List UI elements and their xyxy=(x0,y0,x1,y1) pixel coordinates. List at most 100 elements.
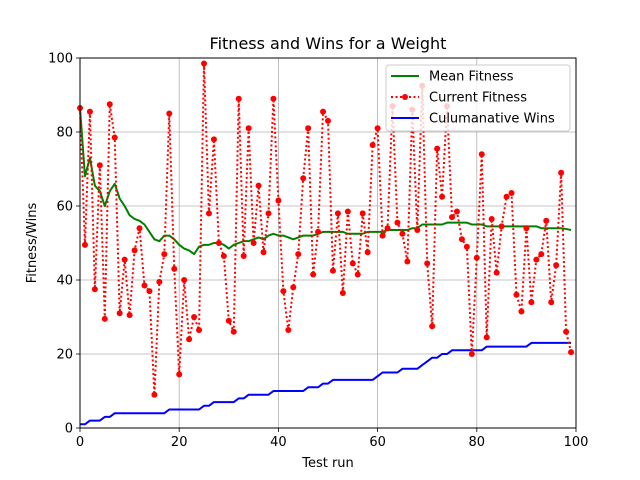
data-point-current-fitness xyxy=(86,108,93,115)
data-point-current-fitness xyxy=(374,125,381,132)
y-tick-label: 60 xyxy=(56,200,73,215)
data-point-current-fitness xyxy=(191,314,198,320)
legend-marker-current-fitness xyxy=(402,94,408,100)
data-point-current-fitness xyxy=(558,169,565,176)
data-point-current-fitness xyxy=(453,208,460,215)
legend: Mean Fitness Current Fitness Culumanative … xyxy=(385,64,571,132)
x-tick-label: 60 xyxy=(369,435,386,450)
data-point-current-fitness xyxy=(458,236,465,243)
y-tick-label: 20 xyxy=(56,348,73,363)
data-point-current-fitness xyxy=(518,308,525,315)
data-point-current-fitness xyxy=(429,323,436,330)
data-point-current-fitness xyxy=(568,349,575,356)
legend-label-current-fitness: Current Fitness xyxy=(429,91,527,106)
data-point-current-fitness xyxy=(394,219,401,226)
data-point-current-fitness xyxy=(101,315,108,322)
data-point-current-fitness xyxy=(240,252,247,259)
data-point-current-fitness xyxy=(111,134,118,141)
data-point-current-fitness xyxy=(265,210,272,217)
data-point-current-fitness xyxy=(250,240,257,246)
data-point-current-fitness xyxy=(245,125,252,132)
y-tick-label: 40 xyxy=(56,274,73,289)
data-point-current-fitness xyxy=(434,145,441,152)
data-point-current-fitness xyxy=(439,193,446,200)
data-point-current-fitness xyxy=(553,262,560,269)
data-point-current-fitness xyxy=(270,95,277,102)
data-point-current-fitness xyxy=(300,175,307,182)
data-point-current-fitness xyxy=(344,208,351,215)
data-point-current-fitness xyxy=(384,225,391,232)
data-point-current-fitness xyxy=(320,108,327,115)
data-point-current-fitness xyxy=(548,299,555,306)
chart-title: Fitness and Wins for a Weight xyxy=(210,34,447,53)
data-point-current-fitness xyxy=(166,110,173,117)
data-point-current-fitness xyxy=(478,151,485,158)
data-point-current-fitness xyxy=(201,60,207,67)
data-point-current-fitness xyxy=(310,271,317,278)
y-axis-label: Fitness/Wins xyxy=(25,202,40,283)
y-tick-label: 80 xyxy=(56,126,73,141)
data-point-current-fitness xyxy=(176,371,183,378)
legend-label-mean-fitness: Mean Fitness xyxy=(429,70,514,85)
data-point-current-fitness xyxy=(205,210,212,217)
x-axis-label: Test run xyxy=(301,456,354,471)
data-point-current-fitness xyxy=(181,277,188,283)
data-point-current-fitness xyxy=(171,265,178,272)
data-point-current-fitness xyxy=(136,225,143,232)
data-point-current-fitness xyxy=(151,391,158,398)
data-point-current-fitness xyxy=(538,251,545,258)
data-point-current-fitness xyxy=(230,328,237,335)
data-point-current-fitness xyxy=(146,288,153,295)
data-point-current-fitness xyxy=(424,260,431,267)
data-point-current-fitness xyxy=(339,289,346,296)
data-point-current-fitness xyxy=(359,210,366,217)
series-line-culumanative-wins xyxy=(80,341,572,426)
x-tick-label: 80 xyxy=(469,435,486,450)
data-point-current-fitness xyxy=(290,284,297,291)
data-point-current-fitness xyxy=(414,227,421,234)
x-tick-label: 20 xyxy=(171,435,188,450)
y-tick-label: 100 xyxy=(48,52,73,67)
data-point-current-fitness xyxy=(364,249,371,256)
legend-label-culumanative-wins: Culumanative Wins xyxy=(429,112,555,127)
data-point-current-fitness xyxy=(275,197,282,204)
data-point-current-fitness xyxy=(315,228,322,235)
data-point-current-fitness xyxy=(156,278,163,285)
data-point-current-fitness xyxy=(354,271,361,278)
data-point-current-fitness xyxy=(488,215,495,222)
data-point-current-fitness xyxy=(349,260,356,267)
data-point-current-fitness xyxy=(543,217,550,224)
data-point-current-fitness xyxy=(106,101,113,108)
data-point-current-fitness xyxy=(280,288,287,295)
data-point-current-fitness xyxy=(121,256,128,263)
x-tick-label: 40 xyxy=(270,435,287,450)
data-point-current-fitness xyxy=(186,336,193,343)
series-layer xyxy=(77,60,575,426)
data-point-current-fitness xyxy=(305,125,312,132)
data-point-current-fitness xyxy=(131,247,138,254)
data-point-current-fitness xyxy=(404,258,411,265)
data-point-current-fitness xyxy=(449,214,455,221)
data-point-current-fitness xyxy=(523,225,530,232)
data-point-current-fitness xyxy=(508,190,515,197)
data-point-current-fitness xyxy=(161,251,168,258)
data-point-current-fitness xyxy=(463,243,470,250)
data-point-current-fitness xyxy=(225,317,232,324)
data-point-current-fitness xyxy=(255,182,262,189)
y-tick-label: 0 xyxy=(65,422,73,437)
data-point-current-fitness xyxy=(369,141,376,148)
data-point-current-fitness xyxy=(513,291,520,298)
data-point-current-fitness xyxy=(116,310,123,317)
data-point-current-fitness xyxy=(483,334,490,341)
x-tick-label: 0 xyxy=(76,435,84,450)
data-point-current-fitness xyxy=(96,162,103,169)
legend-box xyxy=(385,64,571,132)
data-point-current-fitness xyxy=(235,95,242,102)
data-point-current-fitness xyxy=(141,282,148,289)
data-point-current-fitness xyxy=(215,240,222,246)
series-line-current-fitness xyxy=(79,62,573,396)
data-point-current-fitness xyxy=(329,267,336,274)
data-point-current-fitness xyxy=(399,230,406,237)
